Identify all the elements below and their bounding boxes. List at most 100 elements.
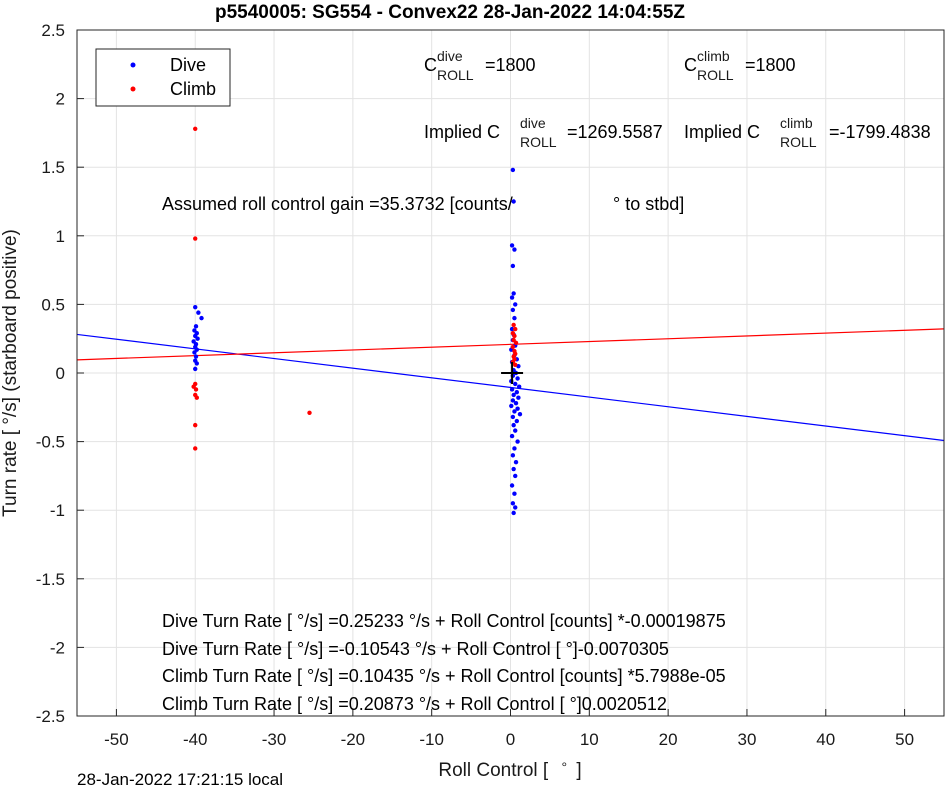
- dive-point: [509, 243, 515, 248]
- x-tick-label: -50: [104, 730, 129, 749]
- dive-point: [511, 199, 516, 204]
- implied-climb-sub: ROLL: [780, 134, 817, 150]
- fit-equation-4: Climb Turn Rate [ °/s] =0.20873 °/s + Ro…: [162, 694, 667, 714]
- y-tick-label: -1: [50, 501, 65, 520]
- implied-dive-sub: ROLL: [520, 134, 557, 150]
- dive-point: [515, 439, 520, 444]
- legend-climb-marker: [130, 86, 136, 92]
- dive-point: [513, 400, 519, 406]
- y-tick-label: -2: [50, 638, 65, 657]
- fit-lines: [76, 328, 945, 442]
- dive-point: [511, 392, 516, 398]
- x-axis-label-unit: °: [561, 759, 567, 775]
- c-roll-dive-value: =1800: [485, 55, 536, 75]
- dive-point: [515, 406, 520, 411]
- dive-point: [194, 361, 200, 366]
- implied-climb-value: =-1799.4838: [829, 122, 931, 142]
- fit-equation-2: Dive Turn Rate [ °/s] =-0.10543 °/s + Ro…: [162, 639, 669, 659]
- dive-point: [510, 414, 516, 420]
- dive-point: [511, 510, 516, 516]
- center-marker: [501, 362, 524, 384]
- x-tick-label: 20: [659, 730, 678, 749]
- c-roll-climb-annotation: C climb ROLL =1800: [684, 48, 796, 83]
- fit-line: [76, 328, 945, 361]
- dive-point: [510, 501, 516, 506]
- climb-point: [193, 126, 198, 131]
- dive-point: [513, 473, 518, 479]
- y-tick-label: 1: [56, 227, 65, 246]
- dive-point: [511, 466, 516, 472]
- c-roll-climb-value: =1800: [745, 55, 796, 75]
- implied-climb-annotation: Implied C climb ROLL =-1799.4838: [684, 115, 931, 150]
- dive-point: [513, 505, 518, 510]
- dive-point: [510, 167, 516, 173]
- climb-point: [307, 410, 312, 415]
- y-tick-label: 2: [56, 90, 65, 109]
- legend-dive-label: Dive: [170, 55, 206, 75]
- dive-point: [193, 324, 199, 329]
- y-tick-labels: 2.5 2 1.5 1 0.5 0 -0.5 -1 -1.5 -2 -2.5: [36, 21, 84, 726]
- dive-point: [509, 295, 515, 300]
- dive-point: [512, 247, 517, 252]
- x-tick-label: -30: [262, 730, 287, 749]
- footer-timestamp: 28-Jan-2022 17:21:15 local: [77, 770, 284, 789]
- x-tick-label: 10: [580, 730, 599, 749]
- x-tick-labels: -50 -40 -30 -20 -10 0 10 20 30 40 50: [104, 709, 914, 749]
- climb-point: [511, 322, 516, 328]
- y-tick-label: 2.5: [41, 21, 65, 40]
- dive-point: [513, 428, 518, 433]
- dive-point: [512, 446, 517, 451]
- x-axis-label-left: Roll Control [: [438, 760, 549, 781]
- dive-point: [515, 376, 520, 381]
- climb-point: [513, 340, 519, 346]
- dive-point: [511, 422, 516, 428]
- chart-title: p5540005: SG554 - Convex22 28-Jan-2022 1…: [215, 2, 685, 23]
- y-tick-label: 0.5: [41, 295, 65, 314]
- x-tick-label: 50: [895, 730, 914, 749]
- c-roll-climb-sup: climb: [697, 48, 730, 64]
- climb-point: [193, 236, 198, 241]
- climb-point: [513, 362, 518, 367]
- dive-point: [509, 483, 515, 488]
- y-tick-label: -0.5: [36, 433, 65, 452]
- x-tick-label: -40: [183, 730, 208, 749]
- fit-line: [76, 333, 945, 442]
- x-tick-label: -10: [419, 730, 444, 749]
- dive-point: [510, 398, 516, 403]
- c-roll-dive-sub: ROLL: [437, 67, 474, 83]
- legend-dive-marker: [130, 62, 136, 68]
- dive-point: [509, 403, 514, 409]
- fit-equations: Dive Turn Rate [ °/s] =0.25233 °/s + Rol…: [162, 611, 726, 714]
- c-roll-climb-sub: ROLL: [697, 67, 734, 83]
- fit-equation-3: Climb Turn Rate [ °/s] =0.10435 °/s + Ro…: [162, 666, 726, 686]
- legend: Dive Climb: [95, 48, 231, 107]
- implied-climb-sup: climb: [780, 115, 813, 131]
- implied-dive-annotation: Implied C dive ROLL =1269.5587: [424, 115, 663, 150]
- dive-point: [193, 366, 198, 372]
- dive-point: [512, 491, 517, 496]
- x-axis-label: Roll Control [ ° ]: [438, 756, 581, 781]
- climb-point: [193, 422, 198, 428]
- dive-point: [193, 304, 198, 310]
- fit-equation-1: Dive Turn Rate [ °/s] =0.25233 °/s + Rol…: [162, 611, 726, 631]
- y-tick-label: 1.5: [41, 158, 65, 177]
- implied-climb-prefix: Implied C: [684, 122, 760, 142]
- dive-point: [516, 395, 521, 400]
- x-tick-label: 30: [737, 730, 756, 749]
- implied-dive-prefix: Implied C: [424, 122, 500, 142]
- data-points: [191, 126, 523, 516]
- climb-point: [513, 326, 518, 332]
- dive-point: [510, 307, 516, 313]
- x-axis-label-right: ]: [576, 760, 581, 781]
- implied-dive-sup: dive: [520, 115, 546, 131]
- y-tick-label: -2.5: [36, 707, 65, 726]
- x-tick-label: 0: [506, 730, 515, 749]
- dive-point: [513, 459, 519, 465]
- dive-point: [514, 418, 520, 424]
- climb-point: [512, 333, 517, 339]
- gain-annotation: Assumed roll control gain =35.3732 [coun…: [162, 194, 684, 214]
- dive-point: [514, 390, 520, 395]
- c-roll-dive-annotation: C dive ROLL =1800: [424, 48, 536, 83]
- dive-point: [509, 326, 515, 332]
